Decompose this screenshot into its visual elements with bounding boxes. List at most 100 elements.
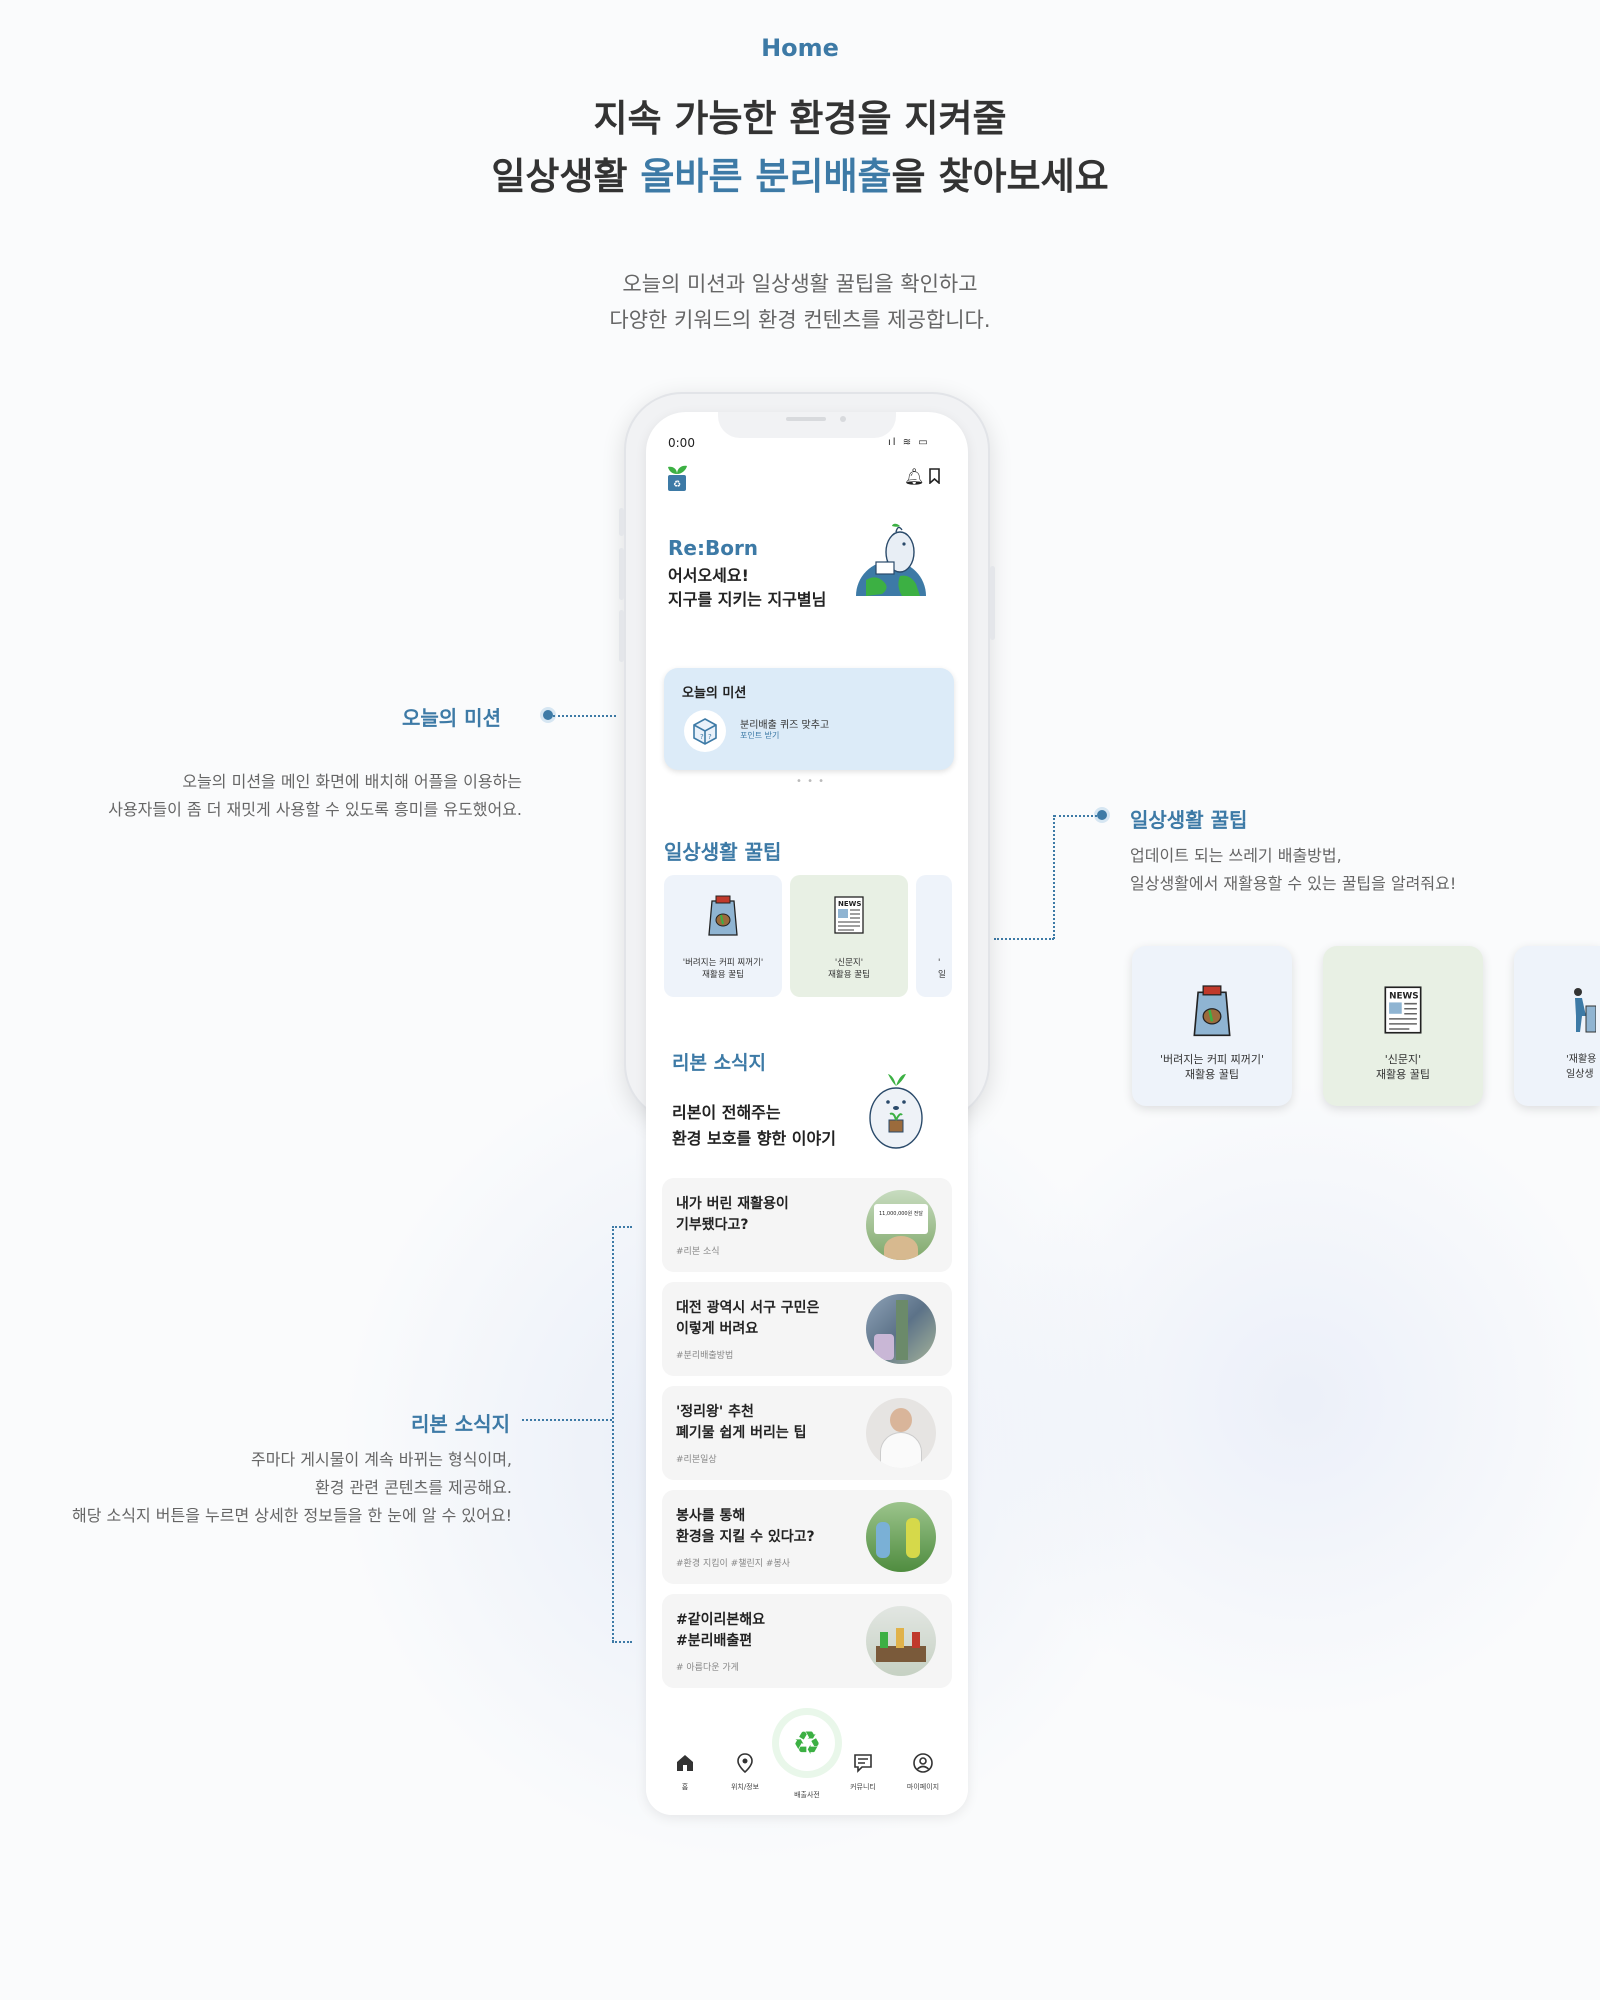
recycle-icon: ♻ bbox=[779, 1715, 835, 1771]
thumbnail-shelf-shape bbox=[876, 1646, 926, 1662]
news-card-title-line1: 내가 버린 재활용이 bbox=[676, 1196, 789, 1212]
today-mission-card[interactable]: 오늘의 미션 ? ? 분리배출 퀴즈 맞추고 포인트 받기 bbox=[664, 668, 954, 770]
person-bin-icon bbox=[1574, 988, 1596, 1033]
enlarged-tip-caption-line1: '신문지' bbox=[1384, 1053, 1422, 1066]
news-thumbnail bbox=[866, 1398, 936, 1468]
annotation-tips-dot bbox=[1097, 810, 1107, 820]
thumbnail-volunteer-shape bbox=[876, 1522, 890, 1558]
enlarged-tip-card-newspaper[interactable]: NEWS '신문지' 재활용 꿀팁 bbox=[1323, 946, 1483, 1106]
tab-label: 위치/정보 bbox=[730, 1783, 760, 1791]
headline: 지속 가능한 환경을 지켜줄 일상생활 올바른 분리배출을 찾아보세요 bbox=[0, 90, 1600, 206]
news-thumbnail bbox=[866, 1294, 936, 1364]
phone-volume-down bbox=[619, 610, 624, 662]
thumbnail-bin-shape bbox=[874, 1334, 894, 1360]
enlarged-tip-card-partial[interactable]: '재활용 일상생 bbox=[1514, 946, 1600, 1106]
phone-silent-switch bbox=[619, 508, 624, 536]
phone-power-button bbox=[990, 566, 995, 640]
annotation-mission-dot bbox=[543, 710, 553, 720]
tip-card-coffee[interactable]: '버려지는 커피 찌꺼기' 재활용 꿀팁 bbox=[664, 875, 782, 997]
tab-location[interactable]: 위치/정보 bbox=[718, 1752, 772, 1792]
chat-icon bbox=[854, 1754, 872, 1773]
news-subtitle-line2: 환경 보호를 향한 이야기 bbox=[672, 1129, 836, 1148]
enlarged-tip-caption: '신문지' 재활용 꿀팁 bbox=[1323, 1052, 1483, 1082]
svg-text:?: ? bbox=[700, 733, 704, 741]
annotation-news-desc-line2: 환경 관련 콘텐츠를 제공해요. bbox=[315, 1478, 512, 1497]
annotation-news-desc: 주마다 게시물이 계속 바뀌는 형식이며, 환경 관련 콘텐츠를 제공해요. 해… bbox=[30, 1446, 512, 1530]
tip-caption: '신문지' 재활용 꿀팁 bbox=[790, 957, 908, 981]
tip-caption: ' 일 bbox=[938, 957, 952, 981]
tab-mypage[interactable]: 마이페이지 bbox=[896, 1752, 950, 1792]
bottom-tab-bar: 홈 위치/정보 ♻ 배출사전 커뮤니티 마이페이지 bbox=[646, 1708, 968, 1815]
news-card-title-line2: 이렇게 버려요 bbox=[676, 1321, 759, 1337]
news-card-title-line1: #같이리본해요 bbox=[676, 1612, 766, 1628]
news-card[interactable]: 대전 광역시 서구 구민은 이렇게 버려요 #분리배출방법 bbox=[662, 1282, 952, 1376]
thumbnail-bottle-shape bbox=[880, 1632, 888, 1648]
tab-label: 커뮤니티 bbox=[850, 1783, 876, 1791]
tab-label-recycle-dictionary: 배출사전 bbox=[794, 1791, 820, 1799]
annotation-mission-title: 오늘의 미션 bbox=[402, 706, 501, 730]
tip-caption-line1: '버려지는 커피 찌꺼기' bbox=[682, 958, 764, 968]
mascot-earth-illustration bbox=[856, 523, 926, 596]
home-icon bbox=[677, 1755, 693, 1771]
annotation-tips-connector-v bbox=[1053, 815, 1055, 939]
phone-screen: 0:00 ıl ≋ ▭ ♻ 🔔︎ Re:Born 어서오세요! 지구를 지키는 … bbox=[646, 412, 968, 1815]
greeting-line2: 지구를 지키는 지구별님 bbox=[668, 590, 827, 609]
svg-text:NEWS: NEWS bbox=[838, 900, 861, 908]
bell-icon[interactable]: 🔔︎ bbox=[904, 467, 925, 486]
news-card[interactable]: 봉사를 통해 환경을 지킬 수 있다고? #환경 지킴이 #챌린지 #봉사 bbox=[662, 1490, 952, 1584]
status-time: 0:00 bbox=[668, 436, 695, 450]
tip-caption: '버려지는 커피 찌꺼기' 재활용 꿀팁 bbox=[664, 957, 782, 981]
news-card-title-line2: 환경을 지킬 수 있다고? bbox=[676, 1529, 815, 1545]
news-thumbnail: 11,000,000원 전달 bbox=[866, 1190, 936, 1260]
annotation-news-title: 리본 소식지 bbox=[411, 1412, 510, 1436]
enlarged-tip-caption-line1: '재활용 bbox=[1566, 1054, 1597, 1065]
recycle-fab-button[interactable]: ♻ bbox=[772, 1708, 842, 1778]
tab-label: 마이페이지 bbox=[906, 1783, 940, 1791]
annotation-tips-title: 일상생활 꿀팁 bbox=[1130, 808, 1248, 832]
news-card-title-line1: '정리왕' 추천 bbox=[676, 1404, 754, 1420]
coffee-bag-icon bbox=[1193, 985, 1231, 1037]
subtext-line2: 다양한 키워드의 환경 컨텐츠를 제공합니다. bbox=[609, 308, 991, 332]
news-card[interactable]: 내가 버린 재활용이 기부됐다고? #리본 소식 11,000,000원 전달 bbox=[662, 1178, 952, 1272]
news-card-title: 대전 광역시 서구 구민은 이렇게 버려요 bbox=[676, 1298, 856, 1340]
status-icons: ıl ≋ ▭ bbox=[888, 437, 930, 448]
annotation-news-desc-line3: 해당 소식지 버튼을 누르면 상세한 정보들을 한 눈에 알 수 있어요! bbox=[72, 1506, 512, 1525]
news-card[interactable]: #같이리본해요 #분리배출편 # 아름다운 가게 bbox=[662, 1594, 952, 1688]
tip-card-newspaper[interactable]: NEWS '신문지' 재활용 꿀팁 bbox=[790, 875, 908, 997]
enlarged-tip-card-coffee[interactable]: '버려지는 커피 찌꺼기' 재활용 꿀팁 bbox=[1132, 946, 1292, 1106]
tab-community[interactable]: 커뮤니티 bbox=[836, 1752, 890, 1792]
thumbnail-body-shape bbox=[880, 1432, 922, 1468]
greeting-line1: 어서오세요! bbox=[668, 566, 749, 585]
tip-caption-line2: 재활용 꿀팁 bbox=[702, 970, 744, 980]
annotation-news-desc-line1: 주마다 게시물이 계속 바뀌는 형식이며, bbox=[251, 1450, 512, 1469]
news-card-title: #같이리본해요 #분리배출편 bbox=[676, 1610, 856, 1652]
news-thumbnail bbox=[866, 1606, 936, 1676]
mission-cube-icon: ? ? bbox=[684, 710, 726, 752]
enlarged-tip-caption-line2: 재활용 꿀팁 bbox=[1184, 1068, 1240, 1081]
news-card-title: 내가 버린 재활용이 기부됐다고? bbox=[676, 1194, 856, 1236]
news-thumbnail bbox=[866, 1502, 936, 1572]
headline-line2-pre: 일상생활 bbox=[491, 155, 641, 198]
news-card-title: 봉사를 통해 환경을 지킬 수 있다고? bbox=[676, 1506, 856, 1548]
annotation-tips-desc-line2: 일상생활에서 재활용할 수 있는 꿀팁을 알려줘요! bbox=[1130, 874, 1457, 893]
tab-home[interactable]: 홈 bbox=[658, 1752, 712, 1792]
mission-pager: • • • bbox=[796, 776, 826, 787]
tip-card-partial[interactable]: ' 일 bbox=[916, 875, 952, 997]
headline-accent: 올바른 분리배출 bbox=[640, 155, 892, 198]
bookmark-icon[interactable] bbox=[928, 468, 941, 484]
tab-label: 홈 bbox=[681, 1783, 689, 1791]
enlarged-tip-caption-line1: '버려지는 커피 찌꺼기' bbox=[1159, 1053, 1265, 1066]
news-title: 리본 소식지 bbox=[672, 1052, 767, 1074]
greeting: 어서오세요! 지구를 지키는 지구별님 bbox=[668, 564, 826, 612]
annotation-tips-desc-line1: 업데이트 되는 쓰레기 배출방법, bbox=[1130, 846, 1342, 865]
news-card[interactable]: '정리왕' 추천 폐기물 쉽게 버리는 팁 #리본일상 bbox=[662, 1386, 952, 1480]
news-card-title: '정리왕' 추천 폐기물 쉽게 버리는 팁 bbox=[676, 1402, 856, 1444]
brand-title: Re:Born bbox=[668, 536, 759, 560]
annotation-mission-connector bbox=[553, 715, 616, 717]
news-card-tag: #분리배출방법 bbox=[676, 1351, 734, 1361]
annotation-tips-connector-h2 bbox=[994, 938, 1054, 940]
news-card-title-line2: #분리배출편 bbox=[676, 1633, 753, 1649]
annotation-tips-connector-h1 bbox=[1054, 815, 1097, 817]
thumbnail-bottle-shape bbox=[912, 1632, 920, 1648]
news-card-tag: # 아름다운 가게 bbox=[676, 1663, 739, 1673]
